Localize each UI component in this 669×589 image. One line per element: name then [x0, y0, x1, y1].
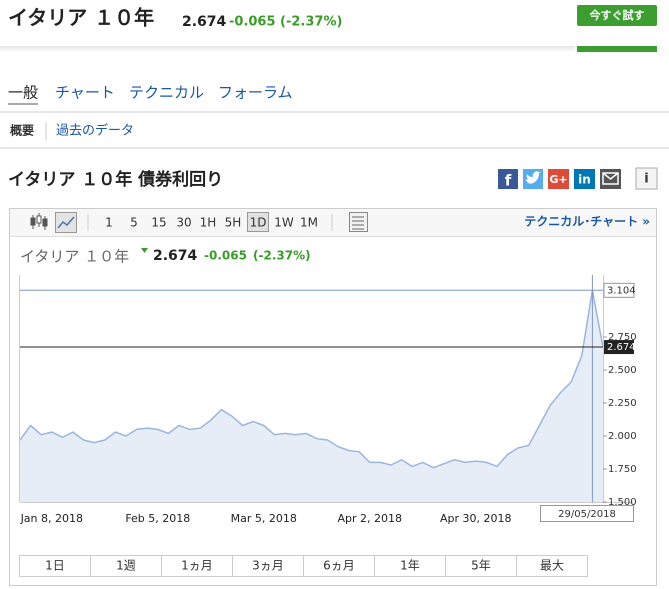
range-label[interactable]: 3ヵ月: [252, 559, 284, 573]
tab[interactable]: テクニカル: [129, 84, 204, 102]
try-button-label[interactable]: 今すぐ試す: [590, 8, 645, 22]
chart-price: 2.674: [153, 248, 198, 264]
header-shadow: [0, 46, 575, 52]
range-label[interactable]: 6ヵ月: [323, 559, 355, 573]
chart-box: [9, 208, 657, 586]
y-tick-label: 2.750: [608, 332, 637, 343]
page-title: イタリア １０年: [8, 6, 154, 30]
tabs: 一般 チャート テクニカル フォーラム: [8, 84, 293, 102]
interval-selected[interactable]: [247, 212, 269, 232]
x-tick-label: Apr 2, 2018: [338, 512, 403, 525]
line-icon[interactable]: [55, 212, 77, 233]
last-value-box: [604, 340, 634, 355]
x-tick-label: Mar 5, 2018: [231, 512, 297, 525]
button-bar: [577, 46, 657, 52]
try-button[interactable]: [577, 5, 657, 26]
chart-change-percent: (-2.37%): [253, 249, 311, 263]
last-value-label: 2.674: [607, 342, 636, 353]
facebook-glyph[interactable]: f: [505, 172, 512, 190]
y-tick-label: 2.250: [608, 398, 637, 409]
info-icon[interactable]: [635, 167, 658, 190]
tab[interactable]: フォーラム: [218, 84, 293, 102]
range-label[interactable]: 1週: [116, 559, 136, 573]
interval[interactable]: 5H: [225, 216, 242, 230]
change: -0.065 (-2.37%): [229, 15, 342, 30]
range-label[interactable]: 1ヵ月: [181, 559, 213, 573]
tab[interactable]: 一般: [8, 84, 38, 102]
chart-title: イタリア １０年: [20, 248, 129, 266]
range-button[interactable]: [516, 555, 588, 577]
linkedin-icon[interactable]: [574, 169, 595, 189]
facebook-icon[interactable]: [498, 169, 518, 189]
y-tick-label: 1.500: [608, 497, 637, 508]
twitter-glyph[interactable]: [526, 171, 541, 184]
interval[interactable]: 1H: [200, 216, 217, 230]
interval[interactable]: 15: [151, 216, 166, 230]
mail-glyph[interactable]: [602, 172, 619, 185]
crosshair-date-box: [540, 505, 634, 522]
interval[interactable]: 1D: [250, 216, 267, 230]
interval[interactable]: 30: [176, 216, 191, 230]
toolbar: [10, 209, 656, 236]
plot: Investing.com1.5001.7502.0002.2502.5002.…: [19, 275, 637, 525]
gplus-glyph[interactable]: G+: [549, 173, 567, 186]
linkedin-glyph[interactable]: in: [578, 173, 591, 187]
crosshair-value: 3.104: [607, 285, 636, 296]
y-tick-label: 2.500: [608, 365, 637, 376]
line-icon-glyph[interactable]: [57, 216, 75, 229]
intervals: 1 5 15 30 1H 5H 1D 1W 1M: [105, 212, 318, 232]
gplus-icon[interactable]: [548, 169, 569, 189]
y-tick-label: 2.000: [608, 431, 637, 442]
section-title: イタリア １０年 債券利回り: [8, 169, 223, 190]
interval[interactable]: 5: [130, 216, 138, 230]
x-tick-label: Apr 30, 2018: [440, 512, 512, 525]
area: [20, 290, 603, 502]
interval[interactable]: 1: [105, 216, 113, 230]
tab[interactable]: チャート: [55, 84, 115, 102]
info-glyph[interactable]: i: [644, 172, 648, 187]
chart-change: -0.065: [204, 249, 247, 263]
subtab[interactable]: 過去のデータ: [56, 123, 134, 139]
crosshair-date: 29/05/2018: [558, 509, 616, 520]
x-tick-label: Jan 8, 2018: [20, 512, 83, 525]
interval[interactable]: 1W: [274, 216, 294, 230]
candle-icon[interactable]: [30, 213, 48, 230]
mail-glyph[interactable]: [602, 172, 619, 180]
subtab[interactable]: 概要: [10, 123, 34, 138]
table-icon-glyph[interactable]: [352, 216, 364, 230]
price: 2.674: [182, 14, 227, 30]
y-tick-label: 1.750: [608, 464, 637, 475]
x-tick-label: Feb 5, 2018: [125, 512, 190, 525]
technical-link[interactable]: テクニカル･チャート »: [524, 215, 650, 229]
range-label[interactable]: 1日: [45, 559, 65, 573]
range-label[interactable]: 1年: [400, 559, 420, 573]
range-label[interactable]: 5年: [471, 559, 491, 573]
change-arrow: [141, 248, 148, 253]
interval[interactable]: 1M: [300, 216, 318, 230]
range-buttons: 1日 1週 1ヵ月 3ヵ月 6ヵ月 1年 5年 最大: [19, 555, 588, 577]
line: [19, 290, 604, 469]
range-label[interactable]: 最大: [540, 559, 564, 573]
crosshair-value-box: [603, 282, 635, 298]
